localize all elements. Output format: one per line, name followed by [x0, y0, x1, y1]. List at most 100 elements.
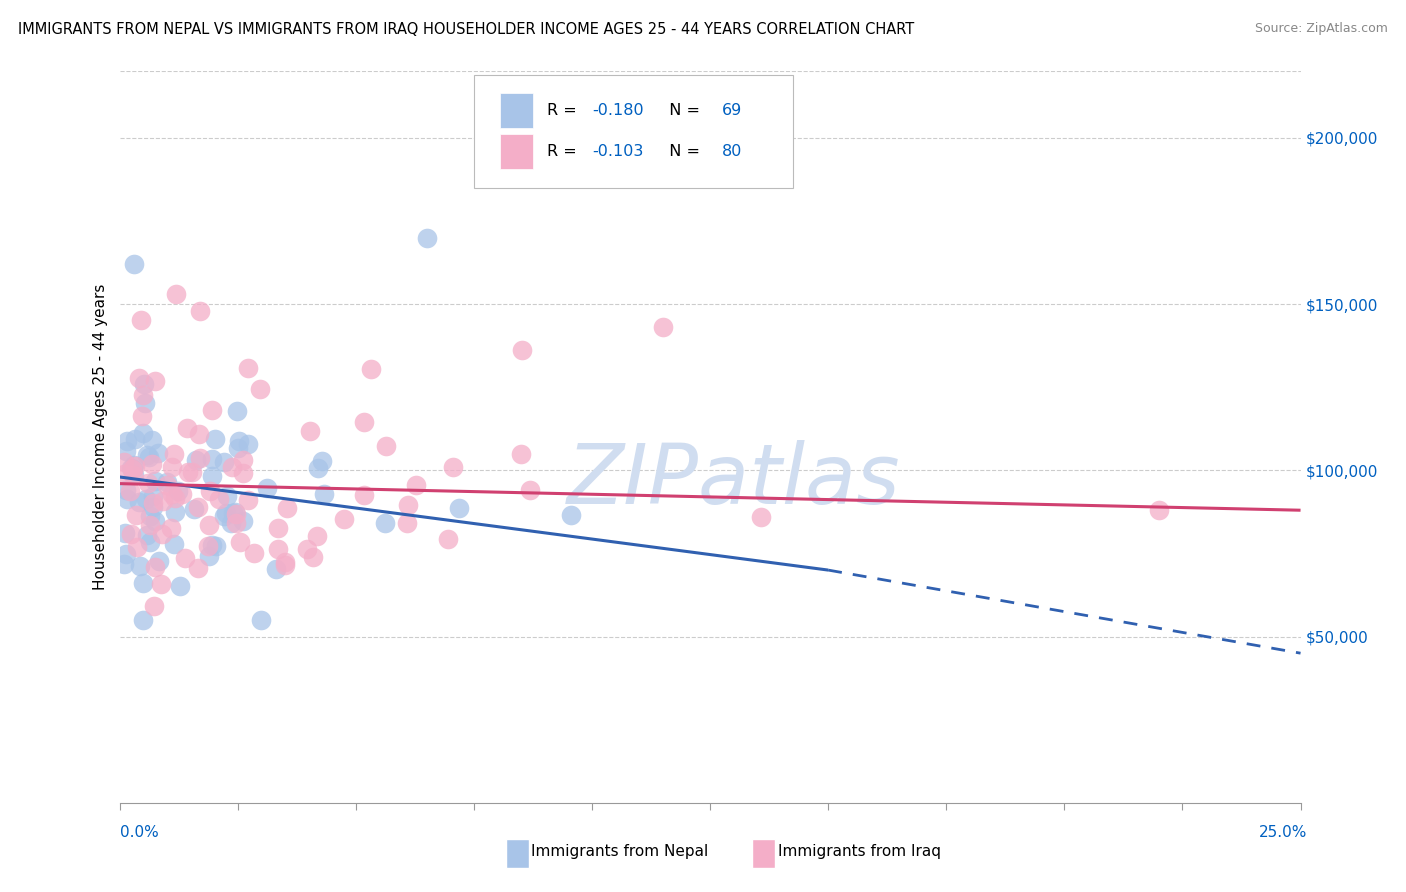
Point — [183, 502, 205, 516]
Point — [333, 511, 356, 525]
Point — [127, 540, 149, 554]
Point — [131, 409, 153, 423]
Point — [145, 560, 167, 574]
Point — [311, 454, 333, 468]
Point — [141, 458, 163, 472]
Point — [114, 525, 136, 540]
Point — [117, 434, 139, 448]
Point — [139, 535, 162, 549]
Point — [201, 452, 224, 467]
Point — [197, 549, 219, 564]
Text: ZIPatlas: ZIPatlas — [567, 441, 900, 522]
Point — [120, 484, 142, 499]
Point — [160, 459, 183, 474]
Text: 25.0%: 25.0% — [1260, 825, 1308, 840]
Point — [122, 458, 145, 472]
Point — [226, 442, 249, 456]
Point — [152, 493, 174, 508]
Point — [132, 388, 155, 402]
Point — [132, 425, 155, 440]
Point — [156, 475, 179, 489]
Text: Source: ZipAtlas.com: Source: ZipAtlas.com — [1254, 22, 1388, 36]
Y-axis label: Householder Income Ages 25 - 44 years: Householder Income Ages 25 - 44 years — [93, 284, 108, 591]
Point — [510, 447, 533, 461]
Point — [276, 501, 298, 516]
Point — [122, 468, 145, 483]
Point — [749, 510, 772, 524]
Point — [232, 467, 254, 481]
Point — [122, 257, 145, 271]
Point — [250, 613, 273, 627]
Point — [267, 521, 290, 535]
Point — [176, 421, 198, 435]
Point — [121, 462, 143, 476]
Point — [186, 452, 208, 467]
Point — [249, 382, 271, 396]
Text: -0.180: -0.180 — [592, 103, 644, 118]
Text: Immigrants from Iraq: Immigrants from Iraq — [778, 845, 941, 859]
Text: -0.103: -0.103 — [592, 145, 644, 160]
Point — [221, 516, 243, 531]
Point — [160, 521, 183, 535]
Point — [222, 506, 245, 520]
Point — [114, 483, 136, 497]
Point — [212, 509, 235, 524]
Point — [295, 542, 318, 557]
Point — [150, 577, 173, 591]
Point — [307, 461, 329, 475]
Point — [120, 460, 142, 475]
Point — [165, 491, 187, 505]
Point — [225, 516, 247, 531]
Point — [163, 537, 186, 551]
Point — [188, 303, 211, 318]
Point — [353, 488, 375, 502]
FancyBboxPatch shape — [474, 75, 793, 188]
Point — [238, 493, 260, 508]
Point — [215, 489, 238, 503]
Point — [187, 500, 209, 514]
Point — [205, 540, 228, 554]
Text: N =: N = — [659, 103, 706, 118]
Point — [128, 495, 150, 509]
Point — [396, 498, 419, 512]
Point — [201, 538, 224, 552]
Point — [142, 500, 165, 514]
Point — [236, 437, 259, 451]
Point — [180, 465, 202, 479]
Point — [132, 576, 155, 591]
Point — [115, 491, 138, 506]
Point — [225, 507, 247, 521]
Point — [112, 455, 135, 469]
Point — [174, 550, 197, 565]
Point — [204, 432, 226, 446]
Point — [353, 415, 375, 429]
Point — [437, 533, 460, 547]
Point — [120, 526, 142, 541]
Point — [201, 469, 224, 483]
Point — [197, 539, 219, 553]
Point — [142, 599, 165, 613]
Point — [405, 478, 427, 492]
Point — [197, 518, 219, 533]
Point — [165, 505, 187, 519]
Point — [299, 424, 322, 438]
Point — [214, 506, 236, 520]
Point — [131, 313, 153, 327]
Point — [166, 483, 188, 498]
Point — [187, 561, 209, 575]
Point — [374, 439, 396, 453]
Point — [163, 447, 186, 461]
Point — [228, 434, 250, 449]
Point — [148, 554, 170, 568]
Point — [256, 481, 278, 495]
Point — [441, 459, 464, 474]
Bar — [499, 93, 533, 128]
Point — [510, 343, 533, 358]
Point — [236, 361, 259, 376]
Text: R =: R = — [547, 103, 582, 118]
Point — [115, 444, 138, 458]
Text: N =: N = — [659, 145, 706, 160]
Point — [132, 613, 155, 627]
Point — [198, 483, 221, 498]
Point — [274, 558, 297, 572]
